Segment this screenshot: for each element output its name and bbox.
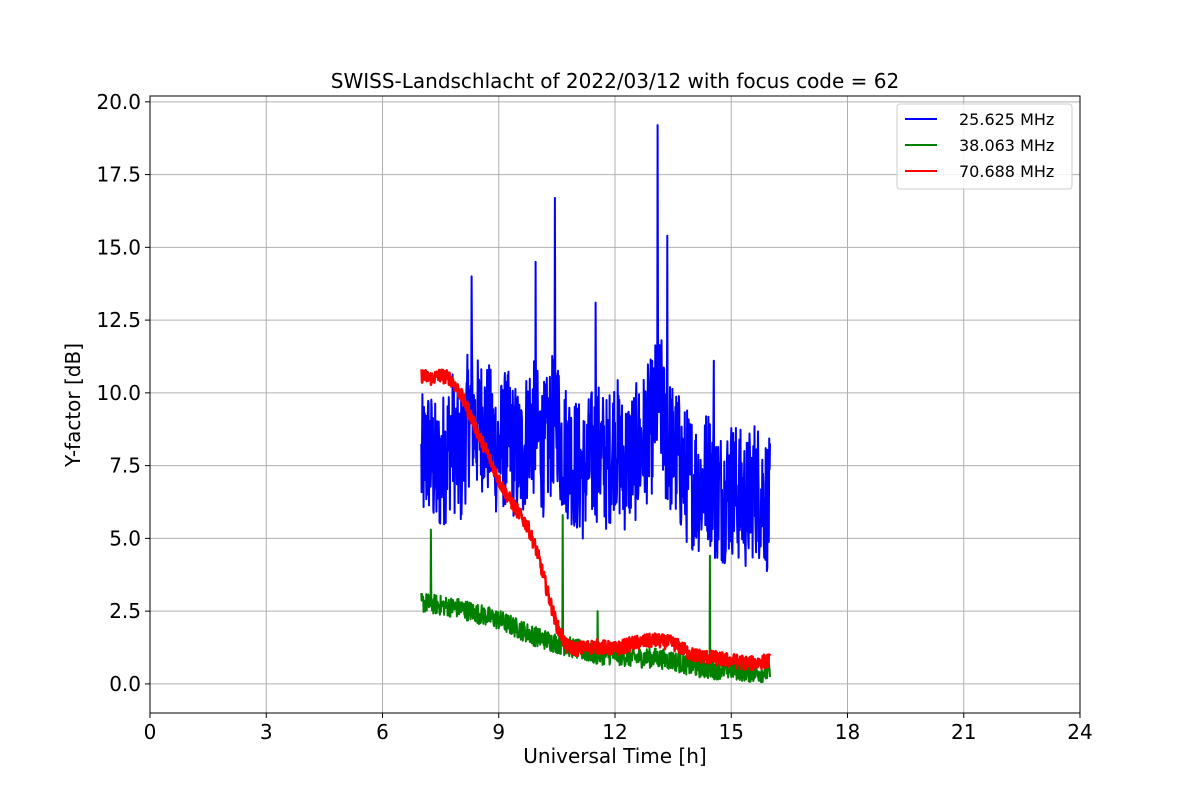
legend-box (896, 103, 1073, 190)
x-tick-label: 3 (260, 720, 273, 744)
x-tick-label: 21 (951, 720, 976, 744)
y-tick-label: 15.0 (96, 235, 141, 259)
x-axis: 0 3 6 9 12 15 18 21 24 (144, 713, 1093, 744)
x-tick-label: 24 (1067, 720, 1092, 744)
y-tick-label: 12.5 (96, 308, 141, 332)
y-axis-label: Y-factor [dB] (61, 343, 85, 468)
x-tick-label: 15 (719, 720, 744, 744)
x-tick-label: 6 (376, 720, 389, 744)
y-tick-label: 10.0 (96, 381, 141, 405)
y-tick-label: 2.5 (109, 599, 141, 623)
legend: 25.625 MHz 38.063 MHz 70.688 MHz (896, 103, 1073, 190)
x-tick-label: 0 (144, 720, 157, 744)
y-tick-label: 7.5 (109, 454, 141, 478)
legend-entry: 70.688 MHz (959, 162, 1054, 181)
y-tick-label: 17.5 (96, 163, 141, 187)
legend-entry: 38.063 MHz (959, 136, 1054, 155)
x-tick-label: 18 (835, 720, 860, 744)
y-tick-label: 0.0 (109, 672, 141, 696)
series-70-688-MHz-line (420, 368, 772, 672)
legend-entry: 25.625 MHz (959, 110, 1054, 129)
x-tick-label: 9 (492, 720, 505, 744)
x-axis-label: Universal Time [h] (523, 744, 706, 768)
series-25-625-MHz-line (420, 124, 771, 573)
x-tick-label: 12 (602, 720, 627, 744)
plot-lines (420, 124, 772, 684)
y-tick-label: 20.0 (96, 90, 141, 114)
chart-title: SWISS-Landschlacht of 2022/03/12 with fo… (331, 69, 899, 93)
y-axis: 0.0 2.5 5.0 7.5 10.0 12.5 15.0 17.5 20.0 (96, 90, 150, 696)
y-tick-label: 5.0 (109, 526, 141, 550)
